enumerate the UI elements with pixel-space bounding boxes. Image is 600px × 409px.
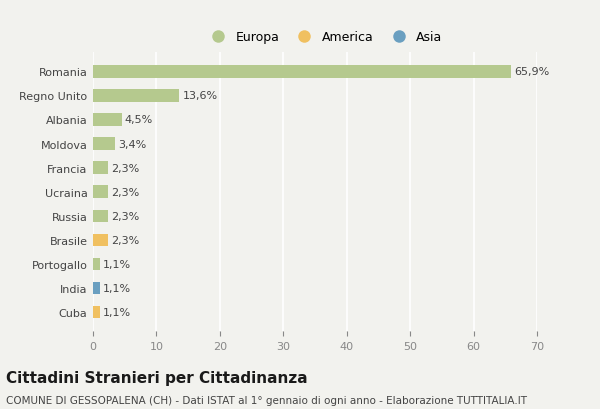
Bar [93, 234, 107, 247]
Bar [93, 162, 107, 175]
Bar [93, 114, 122, 126]
Bar [93, 210, 107, 222]
Legend: Europa, America, Asia: Europa, America, Asia [200, 26, 448, 49]
Bar [93, 90, 179, 102]
Bar [93, 258, 100, 271]
Text: 2,3%: 2,3% [111, 187, 139, 197]
Text: Cittadini Stranieri per Cittadinanza: Cittadini Stranieri per Cittadinanza [6, 370, 308, 385]
Bar [93, 306, 100, 319]
Bar [93, 138, 115, 151]
Text: 1,1%: 1,1% [103, 283, 131, 293]
Text: 2,3%: 2,3% [111, 235, 139, 245]
Bar [93, 66, 511, 78]
Text: COMUNE DI GESSOPALENA (CH) - Dati ISTAT al 1° gennaio di ogni anno - Elaborazion: COMUNE DI GESSOPALENA (CH) - Dati ISTAT … [6, 396, 527, 405]
Text: 1,1%: 1,1% [103, 308, 131, 317]
Bar [93, 282, 100, 294]
Text: 1,1%: 1,1% [103, 259, 131, 269]
Bar [93, 186, 107, 198]
Text: 2,3%: 2,3% [111, 211, 139, 221]
Text: 4,5%: 4,5% [125, 115, 153, 125]
Text: 3,4%: 3,4% [118, 139, 146, 149]
Text: 2,3%: 2,3% [111, 163, 139, 173]
Text: 65,9%: 65,9% [514, 67, 550, 77]
Text: 13,6%: 13,6% [182, 91, 218, 101]
